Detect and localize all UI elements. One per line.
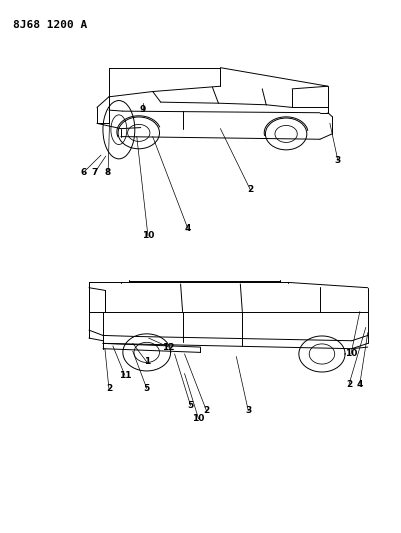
Text: 8J68 1200 A: 8J68 1200 A — [13, 20, 87, 30]
Text: 2: 2 — [346, 379, 352, 389]
Text: 10: 10 — [192, 414, 205, 423]
Text: 1: 1 — [144, 358, 150, 367]
Text: 10: 10 — [142, 231, 154, 240]
Text: 2: 2 — [106, 384, 112, 393]
Text: 2: 2 — [247, 185, 253, 194]
Text: 9: 9 — [140, 105, 146, 114]
Text: 2: 2 — [203, 406, 210, 415]
Text: 4: 4 — [356, 379, 363, 389]
Text: 12: 12 — [162, 343, 175, 352]
Text: 3: 3 — [245, 406, 251, 415]
Text: 4: 4 — [184, 224, 191, 233]
Text: 5: 5 — [187, 401, 194, 410]
Text: 11: 11 — [119, 370, 131, 379]
Text: 7: 7 — [92, 167, 98, 176]
Text: 5: 5 — [144, 384, 150, 393]
Text: 8: 8 — [105, 167, 111, 176]
Text: 10: 10 — [345, 350, 357, 359]
Text: 6: 6 — [81, 167, 87, 176]
Text: 3: 3 — [335, 156, 341, 165]
